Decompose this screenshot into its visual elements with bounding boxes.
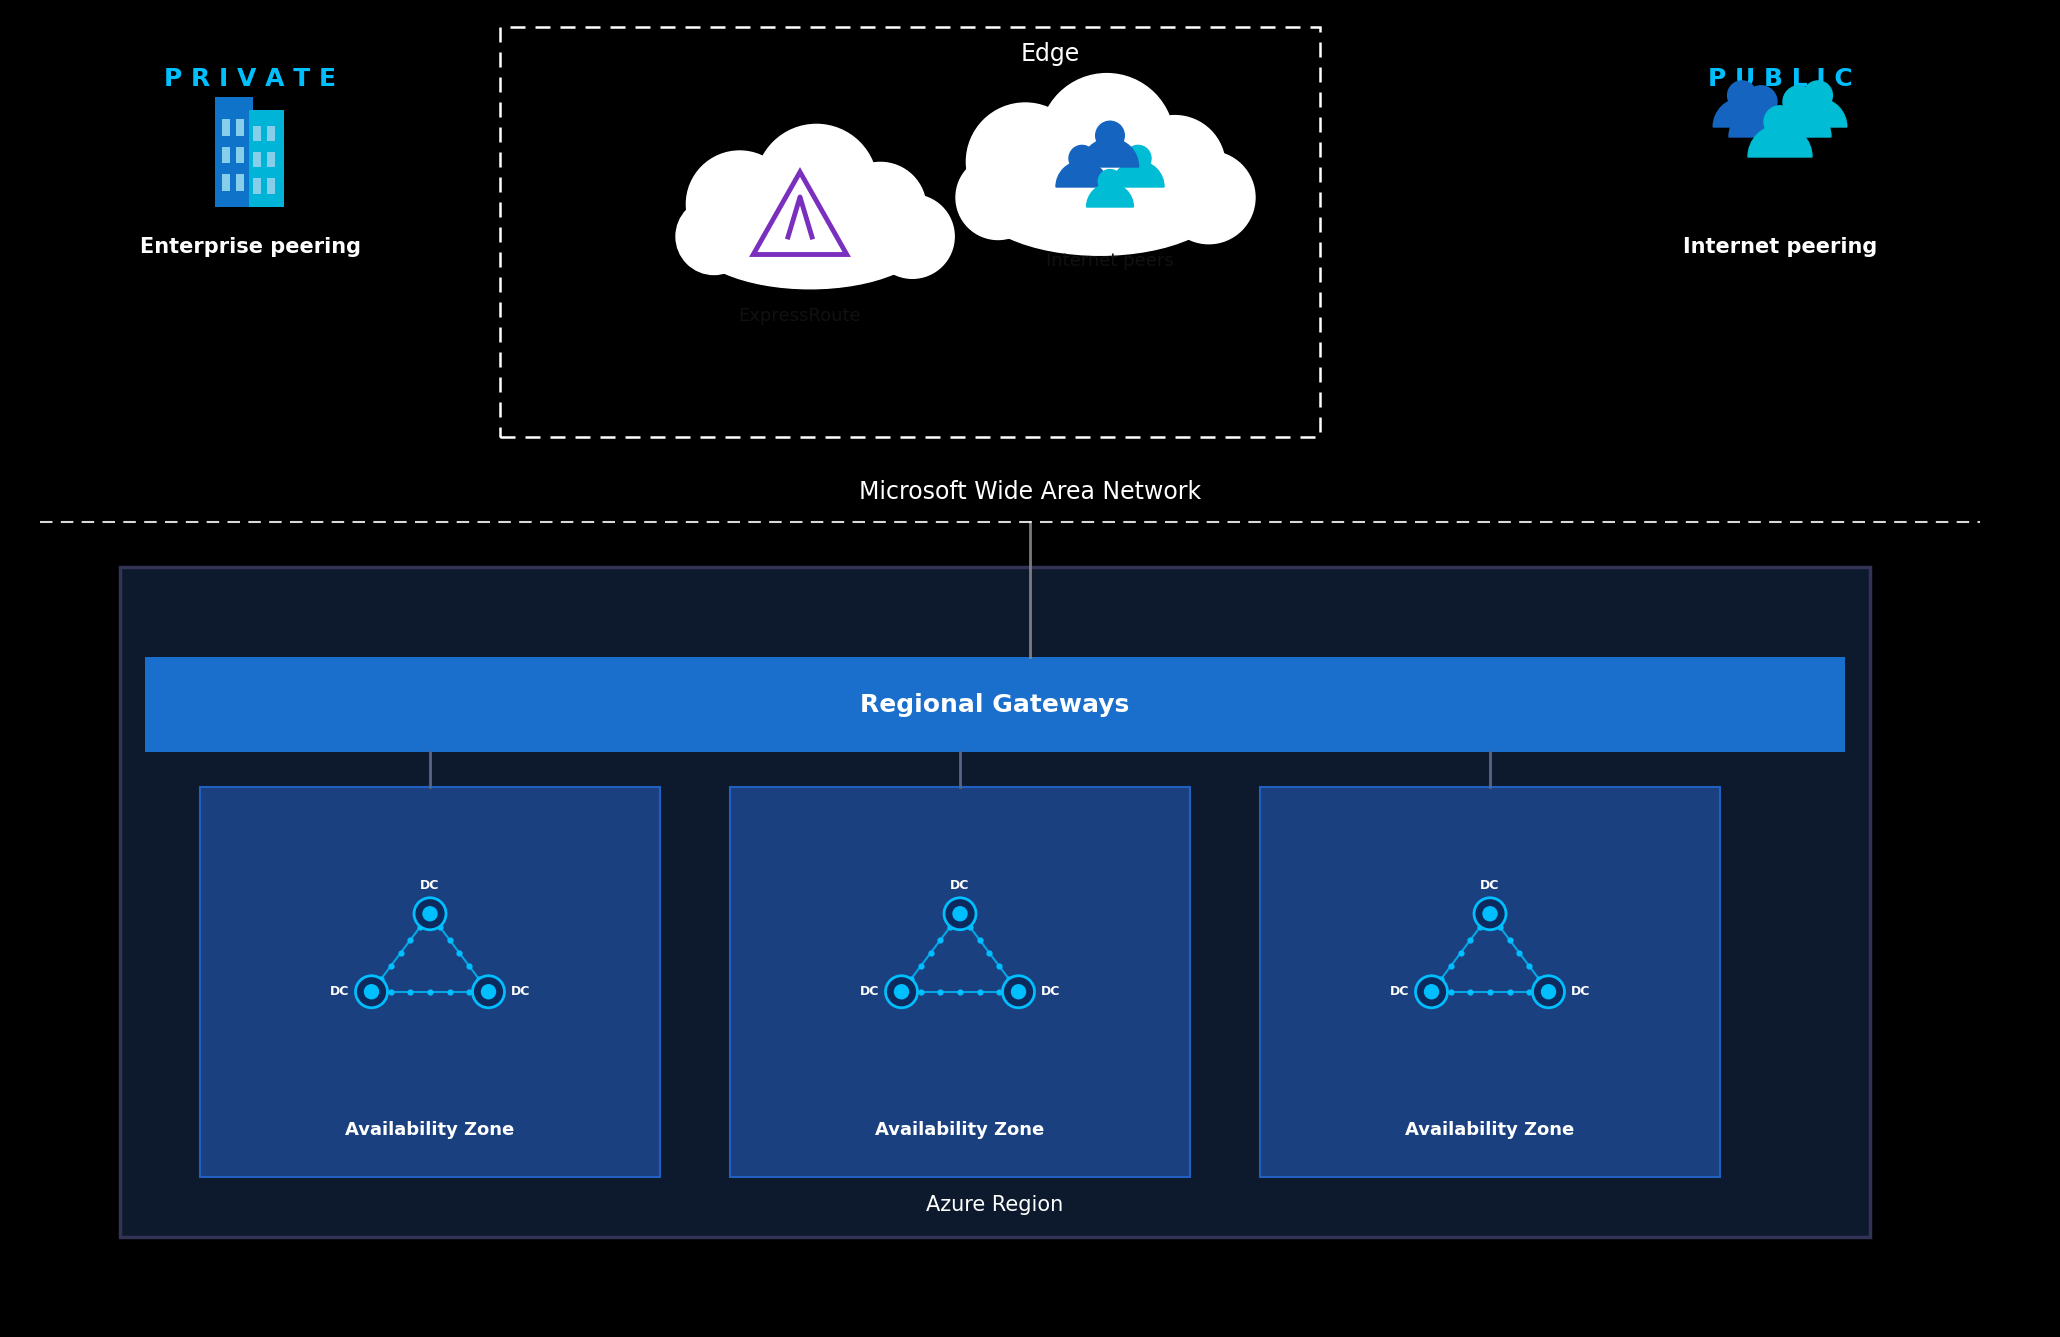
- FancyBboxPatch shape: [268, 152, 276, 167]
- Circle shape: [894, 985, 908, 999]
- Circle shape: [1096, 122, 1125, 150]
- Circle shape: [834, 162, 927, 254]
- Circle shape: [472, 976, 505, 1008]
- Wedge shape: [1767, 106, 1831, 136]
- FancyBboxPatch shape: [268, 126, 276, 140]
- Wedge shape: [1112, 160, 1164, 187]
- Circle shape: [356, 976, 387, 1008]
- Wedge shape: [1790, 98, 1848, 127]
- Circle shape: [1125, 146, 1152, 171]
- Circle shape: [943, 897, 976, 929]
- Circle shape: [966, 103, 1084, 221]
- Wedge shape: [1749, 124, 1813, 156]
- Text: Internet peering: Internet peering: [1683, 237, 1877, 257]
- Text: P R I V A T E: P R I V A T E: [165, 67, 336, 91]
- Text: Regional Gateways: Regional Gateways: [861, 693, 1129, 717]
- Text: Availability Zone: Availability Zone: [876, 1120, 1044, 1139]
- Circle shape: [686, 151, 793, 258]
- Text: Availability Zone: Availability Zone: [1405, 1120, 1574, 1139]
- Text: DC: DC: [330, 985, 350, 999]
- Circle shape: [886, 976, 917, 1008]
- Circle shape: [1098, 170, 1123, 193]
- Wedge shape: [1728, 106, 1792, 136]
- Circle shape: [871, 195, 954, 278]
- Circle shape: [956, 155, 1040, 239]
- Circle shape: [1763, 106, 1796, 138]
- Circle shape: [676, 198, 752, 274]
- Circle shape: [1069, 146, 1096, 171]
- Text: DC: DC: [861, 985, 880, 999]
- Text: DC: DC: [1390, 985, 1409, 999]
- Circle shape: [365, 985, 379, 999]
- FancyBboxPatch shape: [237, 119, 245, 135]
- Circle shape: [1784, 86, 1815, 118]
- Text: Internet peers: Internet peers: [1046, 251, 1174, 270]
- FancyBboxPatch shape: [214, 98, 253, 207]
- Wedge shape: [1057, 160, 1108, 187]
- FancyBboxPatch shape: [144, 656, 1846, 751]
- Text: DC: DC: [1570, 985, 1590, 999]
- FancyBboxPatch shape: [729, 787, 1191, 1177]
- FancyBboxPatch shape: [253, 178, 262, 194]
- Circle shape: [1533, 976, 1564, 1008]
- Ellipse shape: [690, 185, 929, 289]
- FancyBboxPatch shape: [1261, 787, 1720, 1177]
- Text: DC: DC: [1481, 878, 1500, 892]
- FancyBboxPatch shape: [119, 567, 1870, 1237]
- FancyBboxPatch shape: [237, 174, 245, 190]
- Text: ExpressRoute: ExpressRoute: [740, 308, 861, 325]
- Text: Enterprise peering: Enterprise peering: [140, 237, 360, 257]
- Circle shape: [756, 124, 878, 246]
- FancyBboxPatch shape: [253, 152, 262, 167]
- Circle shape: [1426, 985, 1438, 999]
- Circle shape: [422, 906, 437, 921]
- Circle shape: [1125, 115, 1226, 217]
- Wedge shape: [1086, 183, 1133, 207]
- Circle shape: [482, 985, 496, 999]
- Text: Availability Zone: Availability Zone: [346, 1120, 515, 1139]
- Circle shape: [1475, 897, 1506, 929]
- Text: DC: DC: [511, 985, 529, 999]
- Circle shape: [1040, 74, 1174, 209]
- Circle shape: [1805, 82, 1833, 110]
- Wedge shape: [1714, 98, 1772, 127]
- Circle shape: [1415, 976, 1448, 1008]
- Text: P U B L I C: P U B L I C: [1708, 67, 1852, 91]
- Text: DC: DC: [950, 878, 970, 892]
- Circle shape: [414, 897, 447, 929]
- FancyBboxPatch shape: [222, 147, 231, 163]
- Circle shape: [954, 906, 966, 921]
- Circle shape: [1728, 82, 1757, 110]
- Circle shape: [1162, 151, 1255, 243]
- FancyBboxPatch shape: [249, 110, 284, 207]
- Text: DC: DC: [1040, 985, 1061, 999]
- Circle shape: [1745, 86, 1778, 118]
- Wedge shape: [1082, 139, 1139, 167]
- FancyBboxPatch shape: [237, 147, 245, 163]
- FancyBboxPatch shape: [222, 174, 231, 190]
- Text: Microsoft Wide Area Network: Microsoft Wide Area Network: [859, 480, 1201, 504]
- Circle shape: [1003, 976, 1034, 1008]
- Text: Edge: Edge: [1020, 41, 1079, 66]
- FancyBboxPatch shape: [222, 119, 231, 135]
- Circle shape: [1011, 985, 1026, 999]
- Text: DC: DC: [420, 878, 439, 892]
- Text: Azure Region: Azure Region: [927, 1195, 1063, 1215]
- FancyBboxPatch shape: [268, 178, 276, 194]
- Ellipse shape: [972, 140, 1228, 255]
- Circle shape: [1483, 906, 1498, 921]
- Circle shape: [1541, 985, 1555, 999]
- FancyBboxPatch shape: [253, 126, 262, 140]
- FancyBboxPatch shape: [200, 787, 659, 1177]
